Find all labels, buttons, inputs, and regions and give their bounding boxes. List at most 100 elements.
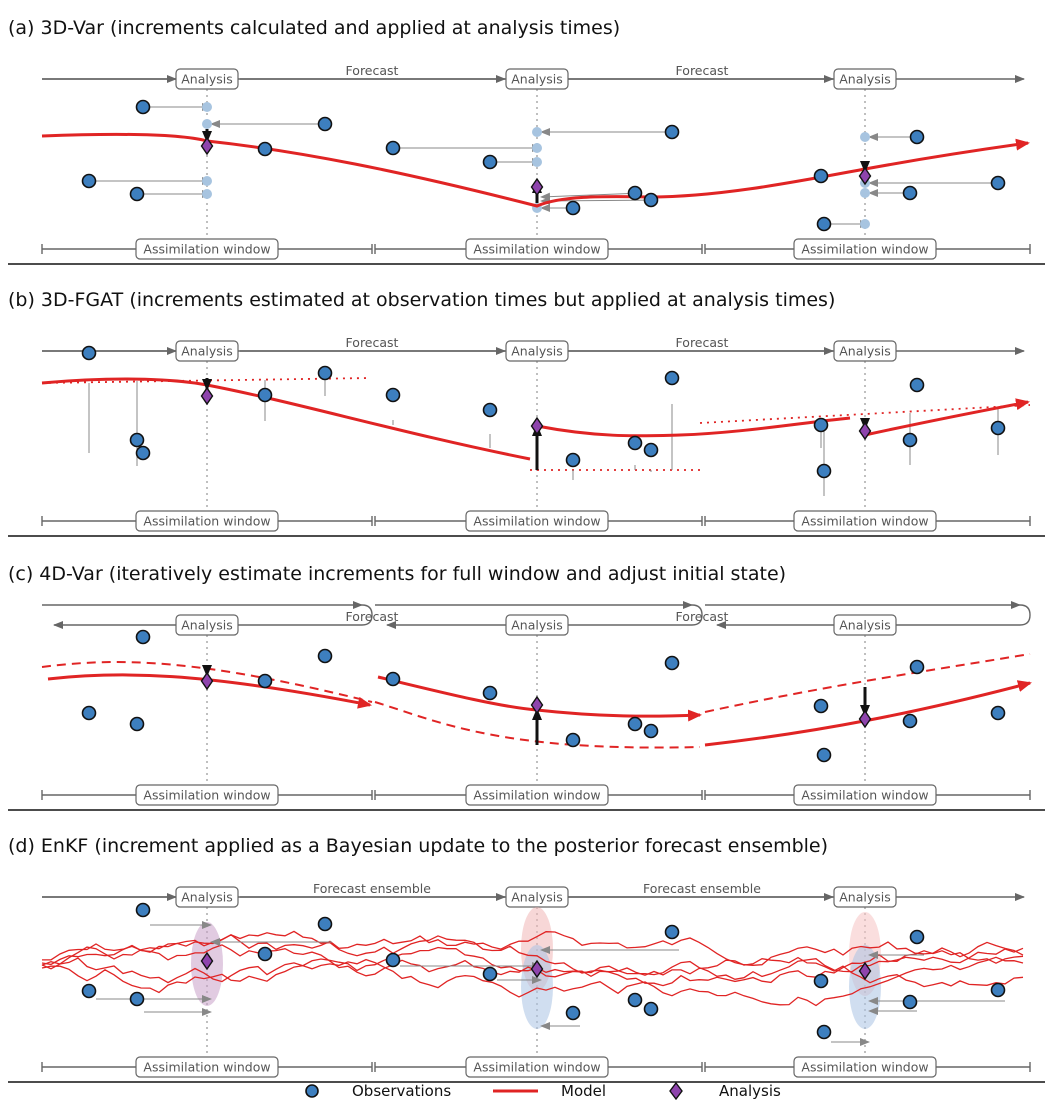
observation-point <box>482 154 498 170</box>
adjoint-run-arrow <box>386 604 703 629</box>
increment-point <box>202 102 212 112</box>
analysis-diamond <box>200 951 214 971</box>
observation-point <box>482 966 498 982</box>
legend: Observations Model Analysis <box>0 1082 1049 1100</box>
analysis-label: Analysis <box>839 890 891 905</box>
ensemble-spread-ellipse <box>849 945 881 1029</box>
observation-point <box>664 655 680 671</box>
assimilation-window-label-box <box>135 238 279 260</box>
assimilation-window-label-box <box>465 238 609 260</box>
assimilation-window-label-box <box>465 784 609 806</box>
observation-point <box>129 991 145 1007</box>
observation-point <box>129 186 145 202</box>
observation-point <box>643 723 659 739</box>
assimilation-window-label: Assimilation window <box>801 788 928 803</box>
panel-title: (d) EnKF (increment applied as a Bayesia… <box>8 835 829 857</box>
diagram-enkf: Forecast ensemble Forecast ensemble Analys… <box>8 881 1045 1083</box>
observation-point <box>643 1001 659 1017</box>
assimilation-window-label-box <box>465 510 609 532</box>
observation-point <box>816 747 832 763</box>
observation-point <box>565 452 581 468</box>
diagram-3dfgat: Forecast Forecast Analysis Analysis Analysis… <box>8 335 1045 537</box>
analysis-diamond <box>530 177 544 197</box>
increment-point <box>532 127 542 137</box>
analysis-diamond <box>530 695 544 715</box>
legend-observations-label: Observations <box>352 1082 452 1100</box>
analysis-diamond <box>200 671 214 691</box>
observation-point <box>565 1005 581 1021</box>
model-trajectory <box>536 416 851 438</box>
analysis-label-box <box>833 68 897 90</box>
assimilation-window-label-box <box>793 510 937 532</box>
observation-point <box>990 420 1006 436</box>
forecast-label: Forecast <box>676 63 729 78</box>
analysis-label-box <box>175 886 239 908</box>
observation-point <box>135 629 151 645</box>
observation-point <box>81 173 97 189</box>
observation-point <box>627 185 643 201</box>
analysis-diamond <box>530 416 544 436</box>
observation-point <box>664 124 680 140</box>
panel-3dvar: (a) 3D-Var (increments calculated and ap… <box>0 17 1049 292</box>
observation-point <box>643 192 659 208</box>
observation-point <box>813 417 829 433</box>
observation-point <box>81 345 97 361</box>
analysis-label: Analysis <box>511 72 563 87</box>
analysis-diamond <box>530 959 544 979</box>
assimilation-window-label: Assimilation window <box>143 788 270 803</box>
observation-point <box>902 713 918 729</box>
observation-icon <box>305 1084 319 1098</box>
increment-point <box>202 189 212 199</box>
observation-point <box>627 992 643 1008</box>
analysis-diamond <box>858 421 872 441</box>
assimilation-window-label: Assimilation window <box>801 242 928 257</box>
analysis-label-box <box>175 614 239 636</box>
analysis-label: Analysis <box>181 344 233 359</box>
observation-point <box>257 387 273 403</box>
observation-point <box>627 435 643 451</box>
assimilation-window-label: Assimilation window <box>143 242 270 257</box>
observation-point <box>990 175 1006 191</box>
observation-point <box>627 716 643 732</box>
observation-point <box>565 732 581 748</box>
analysis-label: Analysis <box>181 72 233 87</box>
observation-point <box>135 445 151 461</box>
analysis-diamond-icon <box>669 1082 683 1100</box>
observation-point <box>990 982 1006 998</box>
first-guess-trajectory <box>704 653 1031 713</box>
assimilation-window-label: Assimilation window <box>473 1060 600 1075</box>
increment-line <box>540 192 643 201</box>
increment-point <box>860 188 870 198</box>
analysis-diamond <box>858 166 872 186</box>
analysis-label: Analysis <box>511 618 563 633</box>
assimilation-window-label-box <box>465 1056 609 1078</box>
observation-point <box>385 387 401 403</box>
observation-point <box>135 99 151 115</box>
adjoint-run-arrow <box>716 604 1031 629</box>
legend-symbols <box>305 1082 683 1100</box>
first-guess-trajectory <box>41 661 373 703</box>
analysis-diamond <box>200 136 214 156</box>
observation-point <box>482 685 498 701</box>
first-guess-trajectory <box>374 701 701 749</box>
analysis-label-box <box>505 340 569 362</box>
observation-point <box>816 216 832 232</box>
observation-point <box>813 168 829 184</box>
observation-point <box>909 929 925 945</box>
observation-point <box>257 673 273 689</box>
observation-point <box>257 946 273 962</box>
observation-point <box>909 659 925 675</box>
panel-title: (a) 3D-Var (increments calculated and ap… <box>8 17 621 39</box>
increment-point <box>202 176 212 186</box>
assimilation-window-label: Assimilation window <box>801 1060 928 1075</box>
assimilation-window-label: Assimilation window <box>473 242 600 257</box>
analysis-diamond <box>858 961 872 981</box>
observation-point <box>385 671 401 687</box>
increment-point <box>202 119 212 129</box>
forecast-label: Forecast <box>346 335 399 350</box>
assimilation-window-label: Assimilation window <box>473 788 600 803</box>
analysis-label-box <box>175 68 239 90</box>
ensemble-spread-ellipse <box>521 945 553 1029</box>
assimilation-window-label-box <box>135 1056 279 1078</box>
analysis-diamond <box>858 709 872 729</box>
